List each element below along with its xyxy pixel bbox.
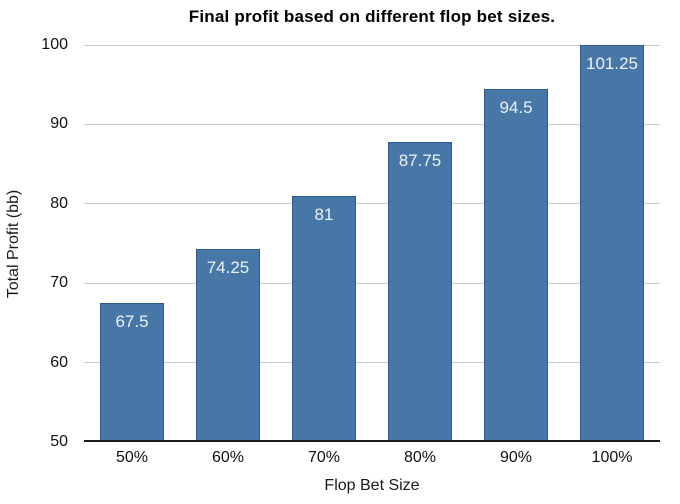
y-tick-label: 80 xyxy=(50,194,68,212)
y-tick-label: 50 xyxy=(50,433,68,450)
y-tick-label: 100 xyxy=(41,36,68,53)
x-axis-ticks: 50% 60% 70% 80% 90% 100% xyxy=(84,449,660,471)
x-tick-label: 50% xyxy=(115,449,149,466)
bar: 101.25 xyxy=(580,45,644,442)
x-tick-label: 80% xyxy=(403,449,437,466)
x-tick-label: 100% xyxy=(591,449,633,466)
x-tick-label: 70% xyxy=(307,449,341,466)
x-tick-label: 60% xyxy=(211,449,245,466)
x-axis-title: Flop Bet Size xyxy=(324,477,420,494)
bar: 67.5 xyxy=(100,303,164,442)
x-axis-line xyxy=(84,440,660,442)
bar: 81 xyxy=(292,195,356,442)
bar: 94.5 xyxy=(484,88,548,442)
chart-title: Final profit based on different flop bet… xyxy=(188,7,556,26)
y-tick-label: 90 xyxy=(50,115,68,133)
y-tick-label: 70 xyxy=(50,274,68,292)
bar-value-label: 101.25 xyxy=(586,54,638,73)
gridline xyxy=(84,45,660,46)
gridline xyxy=(84,362,660,364)
y-axis-ticks: 50 60 70 80 90 100 xyxy=(0,36,72,450)
gridline xyxy=(84,123,660,125)
bar: 74.25 xyxy=(196,249,260,442)
gridline xyxy=(84,203,660,205)
bar: 87.75 xyxy=(388,142,452,442)
x-tick-label: 90% xyxy=(499,449,533,466)
bar-value-label: 94.5 xyxy=(499,97,533,117)
bar-value-label: 81 xyxy=(314,204,334,224)
bar-value-label: 74.25 xyxy=(206,258,250,278)
gridline xyxy=(84,282,660,284)
bar-value-label: 87.75 xyxy=(398,151,442,171)
y-tick-label: 60 xyxy=(50,353,68,371)
bar-value-label: 67.5 xyxy=(115,312,149,332)
plot-area: 67.5 74.25 81 87.75 94.5 101.25 xyxy=(84,45,660,442)
